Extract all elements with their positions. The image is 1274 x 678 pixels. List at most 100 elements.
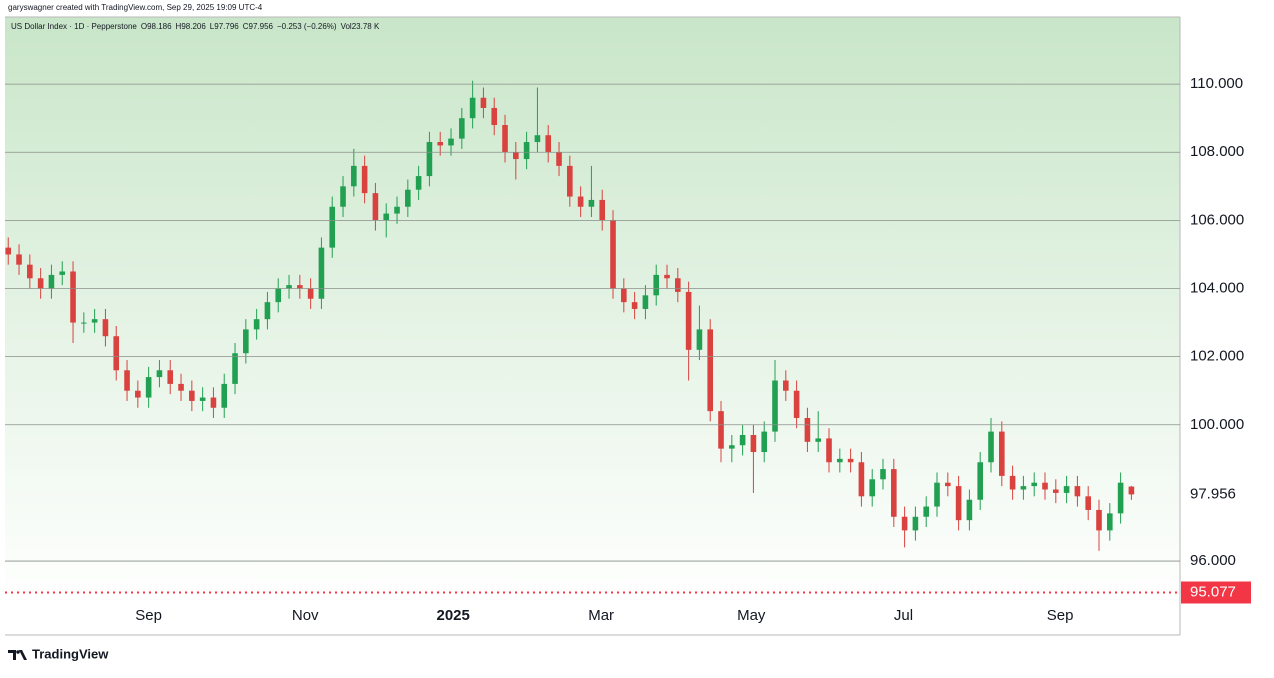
header-item: Vol23.78 K bbox=[341, 22, 380, 31]
x-tick-label: 2025 bbox=[436, 607, 469, 624]
candle-body bbox=[469, 97, 476, 119]
header-item: −0.253 (−0.26%) bbox=[277, 22, 337, 31]
candle-body bbox=[91, 319, 98, 323]
candle-body bbox=[1085, 496, 1092, 510]
header-item: US Dollar Index · 1D · Pepperstone bbox=[11, 22, 137, 31]
candle-body bbox=[189, 390, 195, 401]
candle-body bbox=[48, 274, 55, 289]
candle-body bbox=[70, 271, 76, 323]
candle-body bbox=[880, 469, 886, 480]
plot-area bbox=[5, 17, 1180, 605]
candle-body bbox=[16, 254, 22, 265]
candle-body bbox=[1074, 486, 1081, 497]
candle-body bbox=[81, 322, 87, 324]
candle-body bbox=[135, 390, 141, 398]
x-tick-label: Mar bbox=[588, 607, 614, 624]
last-price-label: 97.956 bbox=[1190, 485, 1236, 502]
candle-body bbox=[739, 435, 746, 446]
logo-text: TradingView bbox=[32, 646, 109, 661]
candle-body bbox=[178, 383, 184, 391]
header-text: US Dollar Index · 1D · Pepperstone O98.18… bbox=[11, 22, 380, 31]
x-tick-label: Jul bbox=[894, 607, 913, 624]
candle-body bbox=[621, 288, 627, 303]
candle-body bbox=[988, 431, 994, 463]
candle-body bbox=[793, 390, 800, 418]
candle-body bbox=[253, 319, 260, 330]
y-tick-label: 104.000 bbox=[1190, 279, 1244, 296]
candle-body bbox=[556, 152, 562, 166]
candle-body bbox=[804, 417, 811, 442]
candle-body bbox=[577, 196, 584, 207]
candle-body bbox=[437, 142, 444, 146]
candle-body bbox=[1128, 486, 1135, 495]
candle-body bbox=[405, 189, 411, 207]
candle-body bbox=[1053, 489, 1059, 493]
header-item: C97.956 bbox=[243, 22, 274, 31]
candle-body bbox=[567, 165, 573, 197]
candle-body bbox=[275, 288, 282, 303]
candle-body bbox=[750, 435, 757, 453]
candle-body bbox=[599, 199, 606, 221]
x-tick-label: May bbox=[737, 607, 766, 624]
candle-body bbox=[664, 274, 670, 279]
candle-body bbox=[513, 152, 519, 160]
candle-body bbox=[459, 118, 465, 139]
header-item: H98.206 bbox=[176, 22, 207, 31]
candle-body bbox=[264, 302, 271, 320]
candle-body bbox=[394, 206, 400, 214]
candle-body bbox=[1042, 482, 1048, 490]
candle-body bbox=[491, 107, 498, 125]
candle-body bbox=[318, 247, 325, 299]
candle-body bbox=[5, 247, 12, 255]
logo: TradingView bbox=[8, 646, 109, 661]
x-tick-label: Nov bbox=[292, 607, 319, 624]
x-tick-label: Sep bbox=[1047, 607, 1074, 624]
candle-body bbox=[1117, 482, 1124, 514]
candle-body bbox=[847, 458, 854, 463]
candle-body bbox=[545, 135, 552, 153]
candle-body bbox=[145, 377, 152, 398]
candle-body bbox=[945, 482, 951, 487]
candle-body bbox=[37, 278, 44, 289]
candle-body bbox=[372, 193, 379, 221]
candle-body bbox=[977, 462, 984, 500]
candle-body bbox=[448, 138, 454, 146]
candles bbox=[5, 80, 1135, 551]
candle-body bbox=[815, 438, 822, 442]
candle-body bbox=[124, 370, 130, 391]
candle-body bbox=[999, 431, 1005, 476]
candle-body bbox=[891, 469, 897, 517]
credit: garyswagner created with TradingView.com… bbox=[8, 3, 263, 12]
candle-body bbox=[1107, 513, 1113, 531]
candle-body bbox=[901, 516, 908, 531]
alert-label: 95.077 bbox=[1190, 583, 1236, 600]
candle-body bbox=[329, 206, 336, 248]
candle-body bbox=[27, 264, 33, 279]
y-tick-label: 110.000 bbox=[1190, 75, 1243, 92]
header: US Dollar Index · 1D · Pepperstone O98.18… bbox=[11, 22, 380, 31]
candle-body bbox=[221, 383, 228, 408]
alert-box bbox=[1181, 581, 1251, 604]
candle-body bbox=[858, 462, 865, 497]
candle-body bbox=[534, 135, 541, 143]
header-item: O98.186 bbox=[141, 22, 172, 31]
candle-body bbox=[588, 199, 595, 207]
y-tick-label: 102.000 bbox=[1190, 348, 1244, 365]
candle-body bbox=[826, 438, 832, 463]
candle-body bbox=[772, 380, 778, 432]
candle-body bbox=[642, 295, 649, 309]
candle-body bbox=[156, 370, 163, 378]
candle-body bbox=[718, 411, 724, 449]
candle-body bbox=[502, 124, 508, 153]
candle-body bbox=[523, 142, 530, 160]
candle-body bbox=[707, 329, 714, 412]
candle-body bbox=[1096, 509, 1102, 531]
candle-body bbox=[966, 499, 973, 521]
candle-body bbox=[1020, 486, 1027, 490]
candle-body bbox=[426, 142, 433, 177]
y-tick-label: 106.000 bbox=[1190, 211, 1244, 228]
candle-body bbox=[761, 431, 768, 453]
candle-body bbox=[869, 479, 876, 497]
header-item: L97.796 bbox=[210, 22, 239, 31]
y-tick-label: 108.000 bbox=[1190, 143, 1244, 160]
